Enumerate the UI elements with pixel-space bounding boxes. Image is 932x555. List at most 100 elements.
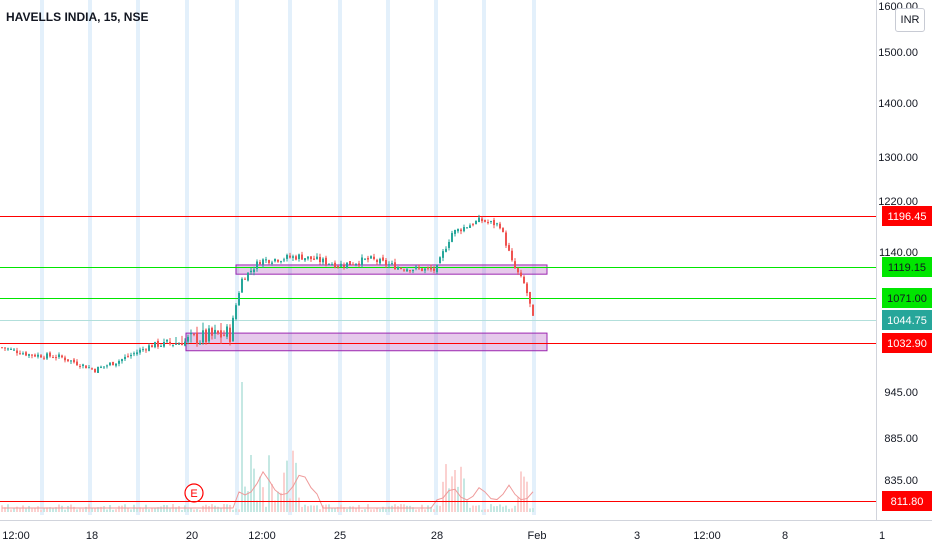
candle-body xyxy=(412,269,414,272)
candle-body xyxy=(307,256,309,259)
currency-badge[interactable]: INR xyxy=(895,8,925,32)
volume-bar xyxy=(439,505,441,512)
candle-body xyxy=(205,329,207,343)
candle-body xyxy=(235,305,237,319)
candle-body xyxy=(178,343,180,345)
session-separator xyxy=(386,0,390,515)
price-tick-label: 1140.00 xyxy=(879,247,918,259)
session-separator xyxy=(482,0,486,515)
volume-bar xyxy=(289,498,291,512)
volume-bar xyxy=(40,509,42,512)
candle-body xyxy=(130,354,132,357)
candle-body xyxy=(283,259,285,261)
price-label-box xyxy=(882,288,932,308)
volume-bar xyxy=(181,509,183,512)
volume-bar xyxy=(121,505,123,512)
candle-body xyxy=(241,278,243,293)
candle-body xyxy=(280,261,282,263)
volume-bar xyxy=(262,487,264,512)
volume-bar xyxy=(202,505,204,512)
candle-body xyxy=(127,355,129,357)
candle-body xyxy=(475,220,477,225)
volume-bar xyxy=(217,506,219,512)
volume-bar xyxy=(142,508,144,512)
volume-bar xyxy=(106,509,108,512)
price-tick-label: 885.00 xyxy=(884,433,918,445)
candle-body xyxy=(520,272,522,277)
volume-bar xyxy=(151,507,153,512)
volume-bar xyxy=(451,476,453,512)
volume-bar xyxy=(82,508,84,512)
candle-body xyxy=(406,269,408,272)
candle-body xyxy=(364,258,366,260)
candle-body xyxy=(112,361,114,366)
candle-body xyxy=(382,257,384,261)
price-label-text: 811.80 xyxy=(891,496,924,508)
volume-bar xyxy=(16,506,18,512)
volume-bar xyxy=(52,508,54,512)
volume-bar xyxy=(184,505,186,512)
candle-body xyxy=(229,327,231,343)
candle-body xyxy=(220,330,222,338)
candle-body xyxy=(121,359,123,362)
candle-body xyxy=(526,283,528,294)
volume-bar xyxy=(457,486,459,512)
volume-bar xyxy=(49,507,51,512)
time-tick-label: 25 xyxy=(334,530,346,542)
volume-bar xyxy=(244,486,246,512)
candle-body xyxy=(73,359,75,363)
volume-bar xyxy=(514,505,516,512)
volume-bar xyxy=(28,505,30,512)
volume-bar xyxy=(349,506,351,512)
volume-bar xyxy=(76,509,78,512)
volume-bar xyxy=(460,466,462,512)
volume-bar xyxy=(343,507,345,512)
candle-body xyxy=(319,256,321,263)
candle-body xyxy=(139,349,141,353)
candle-body xyxy=(202,330,204,343)
candle-body xyxy=(106,365,108,367)
candle-body xyxy=(304,258,306,261)
volume-bar xyxy=(55,507,57,512)
candle-body xyxy=(250,270,252,273)
candle-body xyxy=(514,261,516,269)
candle-body xyxy=(358,263,360,265)
volume-bar xyxy=(472,505,474,512)
candle-body xyxy=(310,256,312,260)
volume-bar xyxy=(139,507,141,512)
volume-bar xyxy=(391,505,393,512)
candle-body xyxy=(373,256,375,260)
candle-body xyxy=(397,267,399,270)
volume-bar xyxy=(67,505,69,512)
price-tick-label: 1400.00 xyxy=(878,98,918,110)
candle-body xyxy=(430,267,432,270)
price-label-text: 1071.00 xyxy=(887,293,927,305)
volume-bar xyxy=(256,500,258,512)
volume-bar xyxy=(112,509,114,512)
candle-body xyxy=(337,266,339,268)
price-label-text: 1119.15 xyxy=(888,262,926,274)
volume-bar xyxy=(310,505,312,512)
volume-bar xyxy=(241,382,243,512)
candle-body xyxy=(331,264,333,266)
candle-body xyxy=(142,349,144,351)
candle-body xyxy=(16,350,18,354)
candle-body xyxy=(394,262,396,270)
volume-bar xyxy=(529,508,531,512)
candle-body xyxy=(256,261,258,269)
candle-body xyxy=(343,265,345,267)
candle-body xyxy=(502,228,504,232)
candle-body xyxy=(271,262,273,264)
candle-body xyxy=(157,340,159,347)
volume-bar xyxy=(250,454,252,512)
candle-body xyxy=(442,251,444,258)
candle-body xyxy=(439,257,441,264)
candle-body xyxy=(154,342,156,348)
candle-body xyxy=(115,363,117,366)
volume-bar xyxy=(355,508,357,512)
candle-body xyxy=(421,268,423,271)
candle-body xyxy=(64,357,66,361)
volume-bar xyxy=(19,508,21,512)
